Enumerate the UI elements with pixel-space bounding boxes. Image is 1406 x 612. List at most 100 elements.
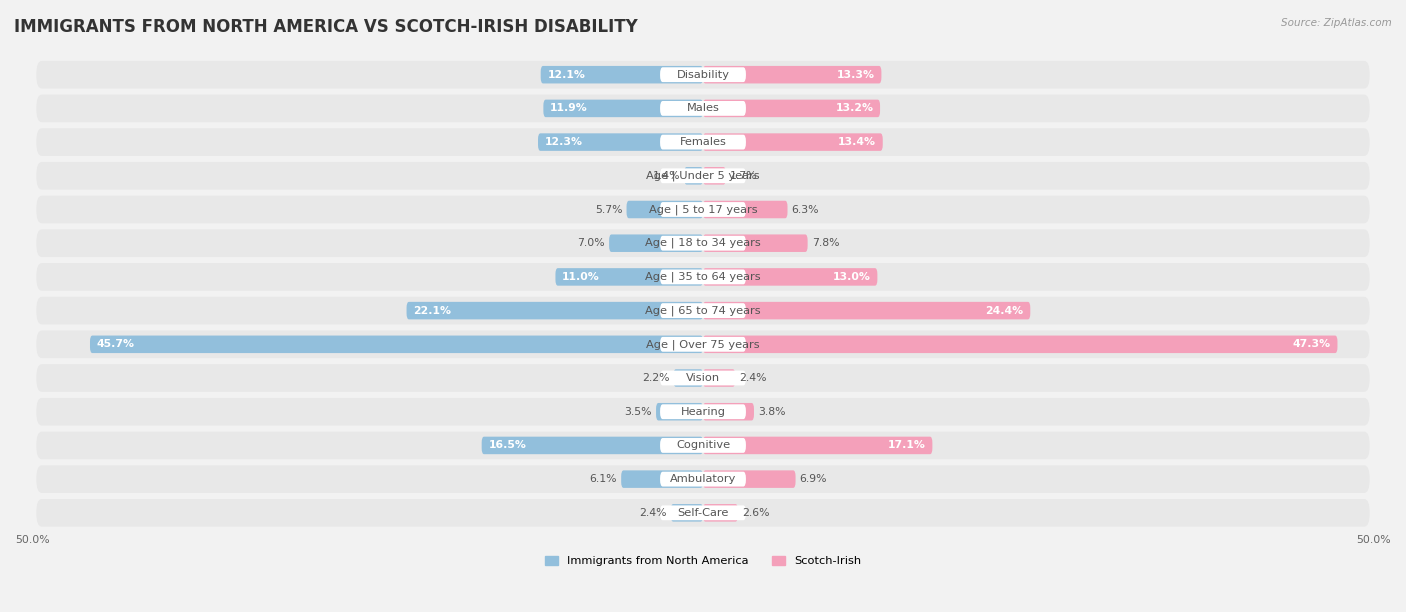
Text: Age | 35 to 64 years: Age | 35 to 64 years — [645, 272, 761, 282]
FancyBboxPatch shape — [671, 504, 703, 521]
Text: 24.4%: 24.4% — [986, 305, 1024, 316]
Text: 3.5%: 3.5% — [624, 407, 652, 417]
Text: 5.7%: 5.7% — [595, 204, 623, 214]
Text: Source: ZipAtlas.com: Source: ZipAtlas.com — [1281, 18, 1392, 28]
Text: 13.2%: 13.2% — [835, 103, 873, 113]
Text: 16.5%: 16.5% — [488, 441, 526, 450]
Text: Age | Over 75 years: Age | Over 75 years — [647, 339, 759, 349]
FancyBboxPatch shape — [37, 364, 1369, 392]
Text: Disability: Disability — [676, 70, 730, 80]
FancyBboxPatch shape — [482, 437, 703, 454]
FancyBboxPatch shape — [90, 335, 703, 353]
FancyBboxPatch shape — [703, 167, 725, 185]
Text: 13.3%: 13.3% — [837, 70, 875, 80]
Text: 13.0%: 13.0% — [832, 272, 870, 282]
FancyBboxPatch shape — [703, 100, 880, 117]
Text: 2.2%: 2.2% — [643, 373, 669, 383]
FancyBboxPatch shape — [37, 162, 1369, 190]
FancyBboxPatch shape — [37, 129, 1369, 156]
Text: Hearing: Hearing — [681, 407, 725, 417]
Text: Vision: Vision — [686, 373, 720, 383]
Text: Females: Females — [679, 137, 727, 147]
FancyBboxPatch shape — [538, 133, 703, 151]
FancyBboxPatch shape — [543, 100, 703, 117]
FancyBboxPatch shape — [37, 95, 1369, 122]
FancyBboxPatch shape — [703, 335, 1337, 353]
FancyBboxPatch shape — [609, 234, 703, 252]
FancyBboxPatch shape — [659, 269, 747, 285]
FancyBboxPatch shape — [627, 201, 703, 218]
FancyBboxPatch shape — [659, 371, 747, 386]
Text: Ambulatory: Ambulatory — [669, 474, 737, 484]
FancyBboxPatch shape — [659, 438, 747, 453]
Text: Age | Under 5 years: Age | Under 5 years — [647, 171, 759, 181]
FancyBboxPatch shape — [703, 268, 877, 286]
FancyBboxPatch shape — [703, 369, 735, 387]
Text: 2.4%: 2.4% — [740, 373, 766, 383]
FancyBboxPatch shape — [659, 472, 747, 487]
FancyBboxPatch shape — [673, 369, 703, 387]
FancyBboxPatch shape — [703, 133, 883, 151]
Text: Age | 18 to 34 years: Age | 18 to 34 years — [645, 238, 761, 248]
Text: 6.9%: 6.9% — [800, 474, 827, 484]
FancyBboxPatch shape — [541, 66, 703, 83]
FancyBboxPatch shape — [659, 405, 747, 419]
FancyBboxPatch shape — [703, 234, 807, 252]
Text: Self-Care: Self-Care — [678, 508, 728, 518]
FancyBboxPatch shape — [703, 201, 787, 218]
Text: 7.8%: 7.8% — [811, 238, 839, 248]
Text: 13.4%: 13.4% — [838, 137, 876, 147]
Text: Cognitive: Cognitive — [676, 441, 730, 450]
Text: 6.3%: 6.3% — [792, 204, 820, 214]
FancyBboxPatch shape — [659, 202, 747, 217]
FancyBboxPatch shape — [703, 471, 796, 488]
Text: 22.1%: 22.1% — [413, 305, 451, 316]
Text: 11.0%: 11.0% — [562, 272, 600, 282]
FancyBboxPatch shape — [406, 302, 703, 319]
Legend: Immigrants from North America, Scotch-Irish: Immigrants from North America, Scotch-Ir… — [544, 556, 862, 567]
FancyBboxPatch shape — [685, 167, 703, 185]
FancyBboxPatch shape — [703, 437, 932, 454]
Text: 6.1%: 6.1% — [589, 474, 617, 484]
FancyBboxPatch shape — [659, 101, 747, 116]
FancyBboxPatch shape — [37, 499, 1369, 527]
Text: 3.8%: 3.8% — [758, 407, 786, 417]
FancyBboxPatch shape — [659, 168, 747, 183]
FancyBboxPatch shape — [703, 403, 754, 420]
FancyBboxPatch shape — [37, 431, 1369, 459]
Text: 47.3%: 47.3% — [1292, 339, 1330, 349]
Text: 17.1%: 17.1% — [887, 441, 925, 450]
Text: IMMIGRANTS FROM NORTH AMERICA VS SCOTCH-IRISH DISABILITY: IMMIGRANTS FROM NORTH AMERICA VS SCOTCH-… — [14, 18, 638, 36]
FancyBboxPatch shape — [657, 403, 703, 420]
FancyBboxPatch shape — [37, 398, 1369, 425]
Text: 1.4%: 1.4% — [652, 171, 681, 181]
FancyBboxPatch shape — [555, 268, 703, 286]
FancyBboxPatch shape — [659, 135, 747, 149]
FancyBboxPatch shape — [703, 302, 1031, 319]
FancyBboxPatch shape — [659, 303, 747, 318]
Text: 2.6%: 2.6% — [742, 508, 769, 518]
Text: 45.7%: 45.7% — [97, 339, 135, 349]
FancyBboxPatch shape — [703, 66, 882, 83]
Text: Males: Males — [686, 103, 720, 113]
FancyBboxPatch shape — [621, 471, 703, 488]
Text: 12.3%: 12.3% — [544, 137, 582, 147]
FancyBboxPatch shape — [37, 297, 1369, 324]
FancyBboxPatch shape — [37, 196, 1369, 223]
Text: Age | 65 to 74 years: Age | 65 to 74 years — [645, 305, 761, 316]
FancyBboxPatch shape — [703, 504, 738, 521]
Text: 2.4%: 2.4% — [640, 508, 666, 518]
FancyBboxPatch shape — [37, 465, 1369, 493]
FancyBboxPatch shape — [37, 230, 1369, 257]
Text: Age | 5 to 17 years: Age | 5 to 17 years — [648, 204, 758, 215]
Text: 7.0%: 7.0% — [578, 238, 605, 248]
FancyBboxPatch shape — [659, 67, 747, 82]
FancyBboxPatch shape — [659, 337, 747, 352]
FancyBboxPatch shape — [659, 506, 747, 520]
Text: 12.1%: 12.1% — [547, 70, 585, 80]
FancyBboxPatch shape — [659, 236, 747, 251]
FancyBboxPatch shape — [37, 61, 1369, 89]
FancyBboxPatch shape — [37, 263, 1369, 291]
Text: 1.7%: 1.7% — [730, 171, 758, 181]
Text: 11.9%: 11.9% — [550, 103, 588, 113]
